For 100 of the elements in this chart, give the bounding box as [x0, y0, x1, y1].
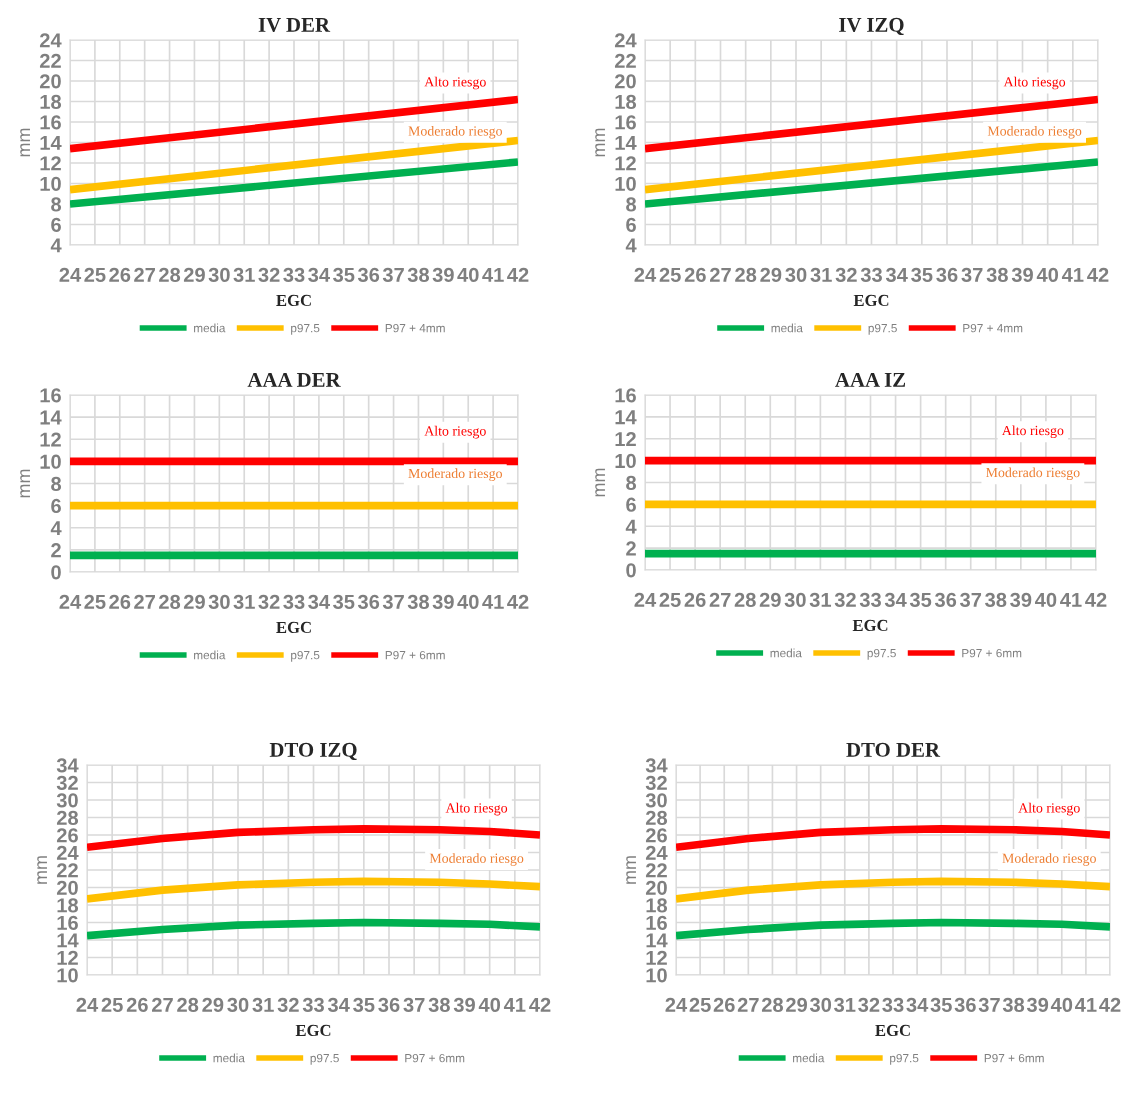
x-tick-label: 36: [357, 594, 380, 610]
x-tick-label: 41: [1074, 997, 1097, 1012]
x-tick-label: 33: [283, 594, 305, 610]
x-tick-label: 37: [403, 997, 425, 1013]
y-tick-label: 14: [40, 410, 62, 425]
y-tick-label: 30: [645, 793, 667, 808]
x-tick-label: 28: [735, 267, 757, 283]
annotation: Alto riesgo: [445, 802, 508, 816]
x-tick-label: 29: [759, 592, 781, 608]
x-tick-label: 35: [911, 267, 933, 283]
chart-title: AAA DER: [247, 372, 341, 387]
y-tick-label: 16: [615, 115, 636, 130]
x-tick-label: 26: [713, 997, 735, 1013]
x-tick-label: 35: [353, 997, 375, 1013]
x-tick-label: 42: [507, 594, 529, 609]
x-tick-label: 29: [760, 267, 782, 283]
legend-label: media: [194, 650, 226, 660]
annotation: Alto riesgo: [1003, 76, 1066, 90]
chart-title: DTO DER: [846, 742, 941, 757]
x-tick-label: 38: [1002, 997, 1025, 1013]
x-tick-label: 42: [1085, 592, 1107, 607]
x-tick-label: 31: [809, 592, 832, 608]
x-tick-label: 25: [101, 997, 123, 1013]
legend-label: P97 + 4mm: [385, 323, 445, 333]
y-tick-label: 18: [57, 898, 79, 913]
x-tick-label: 27: [737, 997, 759, 1012]
y-axis-title: mm: [595, 128, 605, 157]
x-tick-label: 39: [432, 267, 454, 283]
x-tick-label: 30: [208, 267, 230, 283]
y-tick-label: 24: [39, 33, 62, 48]
y-tick-label: 18: [40, 94, 62, 109]
x-tick-label: 30: [227, 997, 249, 1013]
x-tick-label: 32: [277, 997, 299, 1013]
y-tick-label: 22: [56, 863, 78, 878]
annotation: Alto riesgo: [1018, 802, 1080, 816]
x-tick-label: 26: [684, 592, 706, 608]
x-tick-label: 27: [152, 997, 173, 1012]
x-tick-label: 28: [159, 267, 181, 283]
x-axis-title: EGC: [875, 1024, 910, 1037]
annotation: Moderado riesgo: [408, 468, 502, 481]
chart-title: IV IZQ: [839, 17, 904, 36]
x-tick-label: 25: [659, 267, 681, 283]
y-tick-label: 10: [615, 453, 636, 469]
y-axis-title: mm: [20, 469, 30, 498]
x-tick-label: 41: [1060, 592, 1082, 607]
x-axis-title: EGC: [852, 619, 888, 632]
x-tick-label: 36: [378, 997, 400, 1013]
annotation: Alto riesgo: [424, 425, 486, 439]
legend-label: P97 + 6mm: [405, 1053, 465, 1063]
y-tick-label: 10: [646, 968, 667, 983]
x-tick-label: 35: [909, 592, 932, 608]
legend-label: P97 + 4mm: [963, 323, 1023, 333]
x-tick-label: 31: [834, 997, 856, 1013]
x-tick-label: 35: [333, 267, 355, 283]
x-tick-label: 36: [357, 267, 380, 283]
x-tick-label: 42: [529, 997, 551, 1012]
y-tick-label: 10: [57, 968, 78, 983]
y-tick-label: 24: [56, 845, 79, 860]
y-tick-label: 22: [645, 863, 667, 878]
chart-title: IV DER: [258, 18, 331, 32]
x-tick-label: 24: [76, 997, 99, 1012]
x-tick-label: 36: [934, 592, 957, 608]
y-tick-label: 6: [626, 497, 636, 512]
x-tick-label: 42: [1087, 267, 1109, 282]
legend-label: P97 + 6mm: [385, 650, 445, 660]
y-tick-label: 24: [645, 845, 668, 860]
y-tick-label: 0: [626, 563, 636, 578]
x-tick-label: 30: [784, 592, 806, 608]
y-tick-label: 34: [645, 758, 668, 773]
y-tick-label: 14: [615, 135, 637, 150]
annotation: Moderado riesgo: [429, 853, 524, 866]
x-tick-label: 39: [1010, 592, 1032, 608]
y-tick-label: 8: [51, 197, 62, 212]
y-tick-label: 28: [645, 810, 668, 825]
y-tick-label: 4: [625, 238, 637, 253]
y-tick-label: 24: [614, 33, 637, 48]
x-tick-label: 33: [859, 592, 881, 608]
x-tick-label: 39: [453, 997, 475, 1013]
x-tick-label: 28: [177, 997, 199, 1013]
x-tick-label: 25: [84, 267, 106, 283]
legend-label: media: [770, 648, 802, 658]
y-axis-title: mm: [626, 856, 636, 884]
x-tick-label: 38: [985, 592, 1007, 608]
legend-label: p97.5: [291, 323, 320, 335]
legend-label: P97 + 6mm: [962, 648, 1022, 658]
y-tick-label: 12: [57, 950, 78, 965]
x-tick-label: 27: [709, 592, 731, 607]
x-tick-label: 34: [308, 267, 330, 283]
x-tick-label: 31: [252, 997, 274, 1013]
legend-label: p97.5: [867, 648, 896, 660]
x-tick-label: 41: [482, 267, 504, 282]
x-tick-label: 41: [503, 997, 526, 1012]
legend-label: p97.5: [868, 323, 897, 335]
x-tick-label: 26: [684, 267, 706, 283]
x-axis-title: EGC: [276, 294, 311, 307]
y-tick-label: 26: [56, 828, 78, 843]
y-tick-label: 6: [51, 498, 61, 514]
y-tick-label: 30: [56, 793, 78, 808]
x-tick-label: 34: [327, 997, 350, 1013]
y-tick-label: 16: [646, 915, 667, 930]
